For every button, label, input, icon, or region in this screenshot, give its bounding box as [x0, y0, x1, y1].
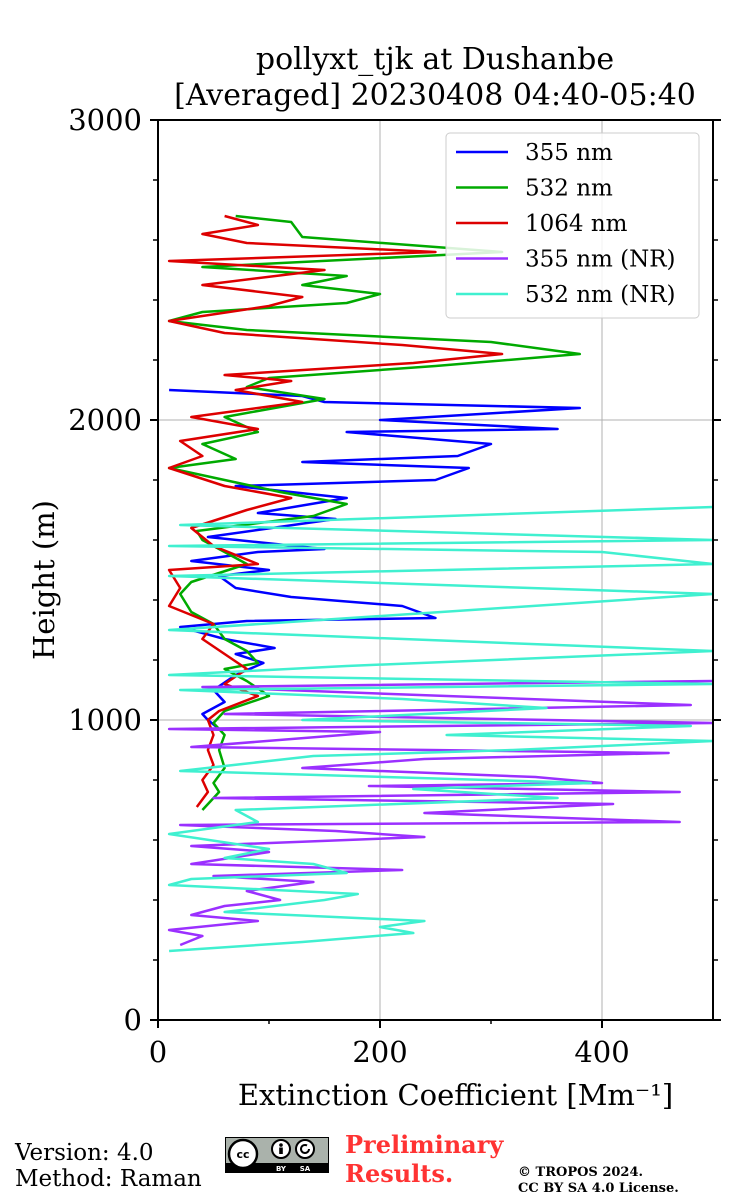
- cc-icon: [227, 1138, 259, 1170]
- legend-label: 355 nm: [525, 140, 613, 166]
- x-axis-label: Extinction Coefficient [Mm⁻¹]: [238, 1078, 673, 1112]
- legend-label: 1064 nm: [525, 211, 628, 237]
- preliminary-results-note: Preliminary Results.: [345, 1130, 503, 1188]
- copyright-line1: © TROPOS 2024.: [518, 1165, 644, 1180]
- x-tick-label: 0: [149, 1035, 167, 1069]
- series-line-355-nm-nr-: [167, 679, 713, 947]
- chart-legend: 355 nm 532 nm 1064 nm 355 nm (NR) 532 nm (NR…: [445, 132, 700, 319]
- svg-text:SA: SA: [300, 1165, 311, 1173]
- legend-label: 532 nm (NR): [525, 282, 676, 308]
- y-tick-label: 3000: [68, 103, 142, 137]
- legend-label: 355 nm (NR): [525, 247, 676, 273]
- cc-by-sa-license-badge: cc BY SA: [225, 1137, 329, 1173]
- preliminary-line1: Preliminary: [345, 1130, 504, 1159]
- copyright-line2: CC BY SA 4.0 License.: [518, 1181, 679, 1196]
- svg-text:cc: cc: [236, 1148, 249, 1161]
- chart-title-line2: [Averaged] 20230408 04:40-05:40: [174, 78, 696, 113]
- preliminary-line2: Results.: [345, 1159, 454, 1188]
- x-tick-label: 200: [352, 1035, 407, 1069]
- y-axis-label: Height (m): [27, 500, 61, 660]
- series-line-532-nm-nr-: [167, 505, 713, 953]
- series-line-532-nm: [167, 214, 582, 811]
- copyright-note: © TROPOS 2024. CC BY SA 4.0 License.: [518, 1165, 679, 1197]
- y-tick-label: 2000: [68, 403, 142, 437]
- chart-title-line1: pollyxt_tjk at Dushanbe: [255, 42, 615, 77]
- series-lines: [167, 214, 713, 953]
- version-label: Version: 4.0: [15, 1140, 154, 1166]
- share-alike-icon: [295, 1139, 315, 1159]
- series-line-1064-nm: [167, 214, 504, 808]
- legend-label: 532 nm: [525, 176, 613, 202]
- svg-text:BY: BY: [276, 1165, 287, 1173]
- plot-frame: [157, 119, 714, 1021]
- y-tick-label: 0: [124, 1003, 142, 1037]
- method-label: Method: Raman: [15, 1166, 202, 1192]
- series-line-355-nm: [169, 388, 582, 730]
- chart-title: pollyxt_tjk at Dushanbe [Averaged] 20230…: [110, 42, 750, 114]
- axis-ticks: 0 200 400 0 1000 2000 3000: [68, 103, 721, 1069]
- x-tick-label: 400: [574, 1035, 629, 1069]
- y-tick-label: 1000: [68, 703, 142, 737]
- legend-box: [445, 132, 700, 319]
